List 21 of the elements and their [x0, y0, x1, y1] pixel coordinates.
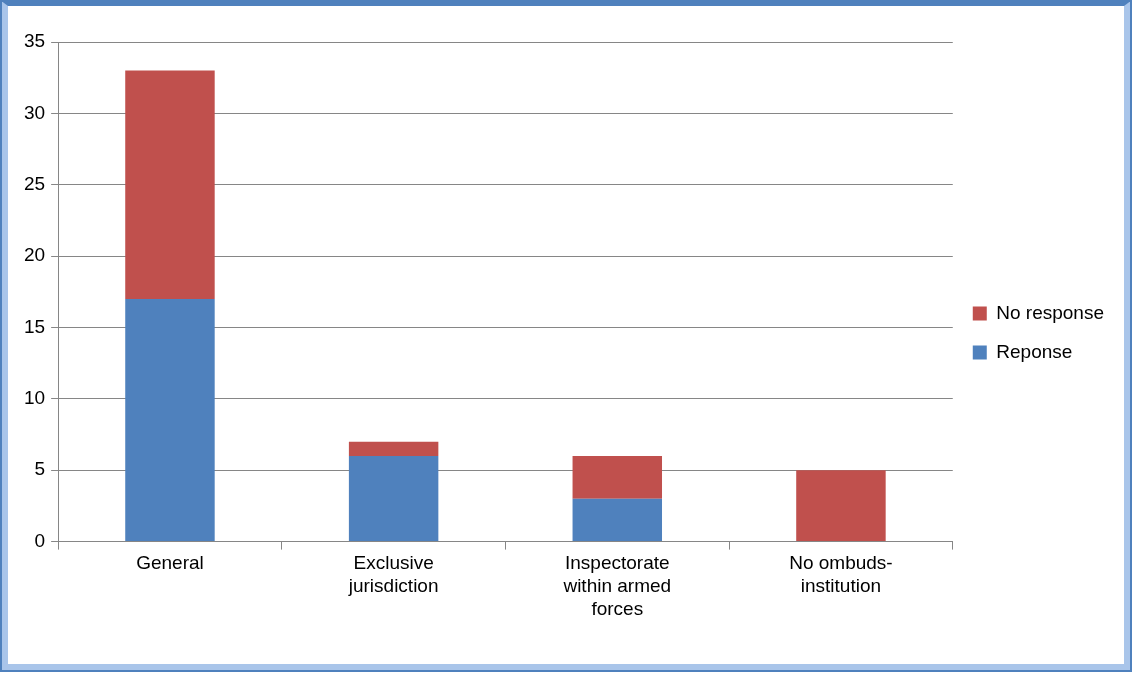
bar [348, 441, 439, 456]
y-tick-label: 35 [23, 30, 46, 52]
legend-label: Reponse [996, 340, 1073, 362]
x-tick-label: Exclusive jurisdiction [347, 552, 439, 597]
y-tick-label: 0 [34, 529, 46, 551]
x-tick-label: Inspectorate within armed forces [562, 552, 672, 619]
y-tick-label: 30 [23, 101, 46, 123]
y-tick-label: 10 [23, 387, 46, 409]
bar [572, 455, 663, 499]
y-tick-label: 25 [23, 172, 46, 194]
x-tick-label: General [136, 552, 204, 574]
y-tick-label: 15 [23, 315, 46, 337]
bar [125, 70, 215, 299]
bar [572, 498, 663, 542]
bar [125, 298, 215, 542]
y-tick-label: 20 [23, 244, 46, 266]
bar [796, 470, 886, 542]
y-tick-label: 5 [34, 458, 46, 480]
bar [348, 455, 439, 542]
legend-label: No response [996, 301, 1105, 323]
x-tick-label: No ombuds-institution [789, 552, 893, 597]
